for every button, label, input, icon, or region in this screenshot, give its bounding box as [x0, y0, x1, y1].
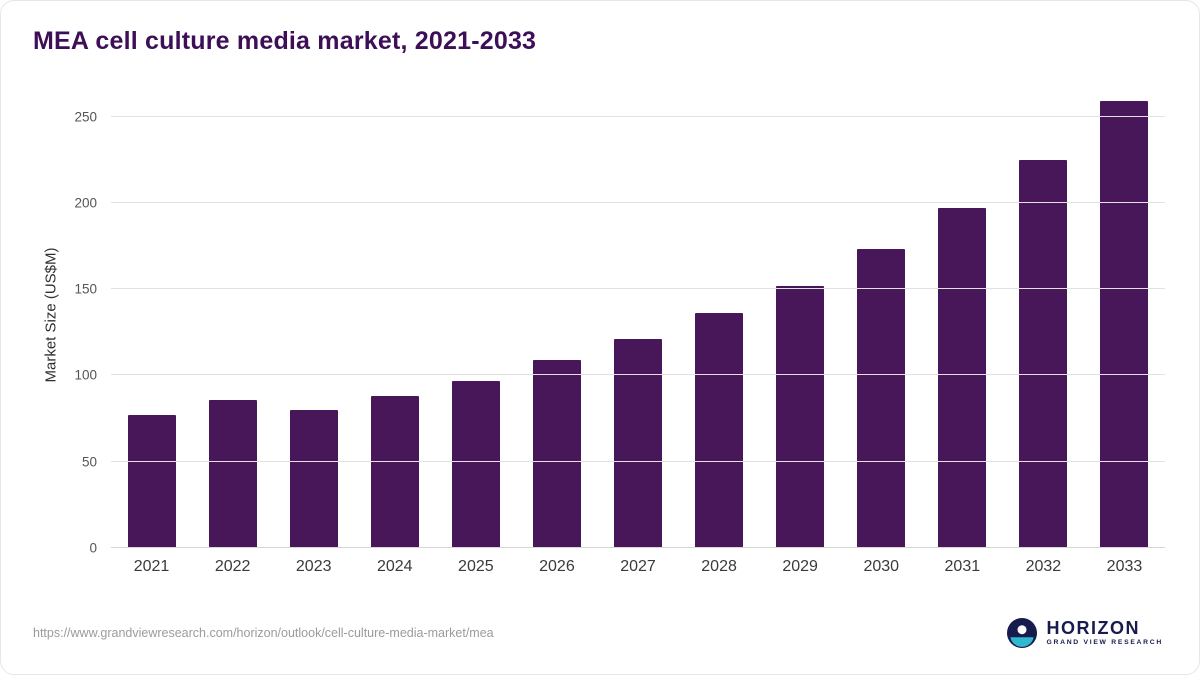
- gridline-100: [111, 374, 1165, 376]
- y-tick-label-50: 50: [81, 454, 97, 470]
- gridline-200: [111, 201, 1165, 203]
- y-tick-label-200: 200: [74, 195, 97, 211]
- source-url: https://www.grandviewresearch.com/horizo…: [33, 626, 494, 640]
- x-label-2030: 2030: [863, 558, 900, 575]
- bar-slot-2025: [435, 82, 516, 548]
- horizon-logo: HORIZON GRAND VIEW RESEARCH: [1007, 618, 1163, 648]
- gridline-50: [111, 460, 1165, 462]
- y-axis-title: Market Size (US$M): [42, 247, 60, 383]
- x-label-2021: 2021: [133, 558, 170, 575]
- plot-area: 0 50 100 150 200 250: [74, 82, 1165, 556]
- x-label-2032: 2032: [1025, 558, 1062, 575]
- bar-slot-2028: [679, 82, 760, 548]
- y-tick-label-150: 150: [74, 281, 97, 297]
- bar-2024: [370, 396, 419, 548]
- x-label-2029: 2029: [782, 558, 818, 575]
- x-axis-labels: 2021 2022 2023 2024 2025 2026 2027 2028 2029 2030…: [111, 558, 1165, 576]
- bar-2021: [127, 415, 176, 548]
- x-label-2022: 2022: [214, 558, 251, 575]
- x-label-2025: 2025: [458, 558, 494, 575]
- horizon-logo-icon: [1007, 618, 1038, 648]
- x-label-2033: 2033: [1106, 558, 1143, 575]
- bar-slot-2029: [760, 82, 841, 548]
- gridline-0: [111, 547, 1165, 548]
- x-label-2023: 2023: [295, 558, 332, 575]
- x-label-2026: 2026: [539, 558, 575, 575]
- bar-2023: [289, 409, 338, 548]
- bar-2025: [451, 380, 500, 548]
- bar-slot-2032: [1003, 82, 1084, 548]
- gridline-250: [111, 115, 1165, 117]
- bar-chart: Market Size (US$M) 0 50 100 150 200 250 2021 2…: [37, 82, 1165, 576]
- chart-title: MEA cell culture media market, 2021-2033: [33, 27, 537, 55]
- x-label-2024: 2024: [376, 558, 413, 575]
- bar-slot-2026: [516, 82, 597, 548]
- bar-slot-2031: [922, 82, 1003, 548]
- bar-slot-2030: [841, 82, 922, 548]
- bar-slot-2033: [1084, 82, 1165, 548]
- logo-name: HORIZON: [1046, 618, 1140, 639]
- bar-2032: [1019, 159, 1068, 548]
- bar-2028: [695, 313, 744, 548]
- bar-slot-2023: [273, 82, 354, 548]
- bar-slot-2021: [111, 82, 192, 548]
- bar-2033: [1100, 101, 1149, 548]
- bar-slot-2027: [597, 82, 678, 548]
- x-label-2027: 2027: [620, 558, 656, 575]
- y-tick-label-250: 250: [74, 109, 97, 125]
- logo-subtitle: GRAND VIEW RESEARCH: [1046, 639, 1163, 647]
- footer: https://www.grandviewresearch.com/horizo…: [1, 618, 1199, 674]
- bar-2029: [776, 285, 825, 548]
- bar-slot-2022: [192, 82, 273, 548]
- x-label-2028: 2028: [701, 558, 737, 575]
- bar-slot-2024: [354, 82, 435, 548]
- x-label-2031: 2031: [944, 558, 981, 575]
- bars-container: [111, 82, 1165, 548]
- gridline-150: [111, 288, 1165, 290]
- y-tick-label-100: 100: [74, 367, 97, 383]
- y-tick-label-0: 0: [89, 540, 97, 556]
- bar-2031: [938, 208, 987, 548]
- bar-2022: [208, 399, 257, 548]
- bar-2030: [857, 249, 906, 548]
- bar-2027: [614, 339, 662, 548]
- bar-2026: [532, 359, 581, 548]
- logo-text: HORIZON GRAND VIEW RESEARCH: [1046, 619, 1163, 647]
